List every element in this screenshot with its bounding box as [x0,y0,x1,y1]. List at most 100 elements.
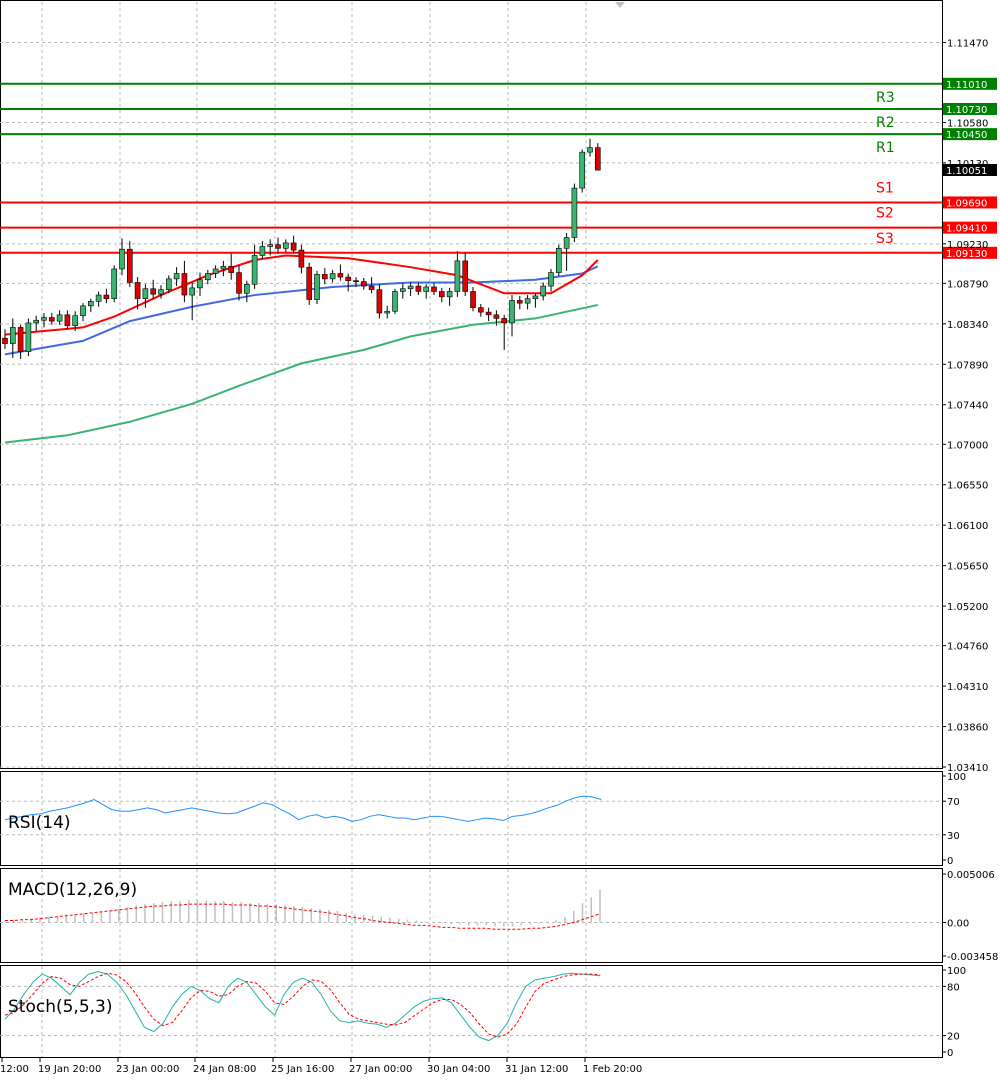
candle-bull [95,294,102,302]
level-label-r1: R1 [876,140,895,156]
candle-bull [423,286,430,292]
candle-bear [228,265,234,273]
time-tick-label: 12:00 [0,1064,29,1075]
candle-bull [244,283,250,294]
time-tick-label: 1 Feb 20:00 [583,1064,642,1075]
candle-bull [25,322,32,352]
candle-bear [17,327,24,352]
indicator-tick-label: 100 [947,772,966,783]
level-price-tag-r3 [943,77,997,90]
candle-bull [399,288,406,292]
candle-bear [501,318,508,324]
candle-bear [337,273,344,278]
candle-bear [360,281,367,287]
time-tick-label: 19 Jan 20:00 [38,1064,101,1075]
time-axis: 12:00 19 Jan 20:00 23 Jan 00:00 24 Jan 08:0… [0,1058,642,1075]
candle-bull [251,255,258,285]
pivot-levels: 1.11010 R3 1.10730 R2 1.10450 R1 1.09690 S1 1.09… [0,77,997,260]
candle-bear [470,291,476,308]
candle-bull [454,260,461,292]
macd-panel-frame [0,868,943,963]
level-label-s2: S2 [876,206,894,222]
candle-bull [329,273,336,280]
price-tick-label: 1.07890 [947,360,988,371]
price-tick-label: 1.03410 [947,763,988,774]
candle-bear [353,280,359,282]
candle-bull [173,273,180,280]
candle-bear [298,249,305,268]
main-panel-frame [0,0,943,769]
indicator-tick-label: -0.003458 [947,952,998,963]
candle-bull [259,246,266,256]
candle-bull [33,319,40,324]
price-tick-label: 1.10580 [947,118,988,129]
price-tick-label: 1.08790 [947,279,988,290]
candle-bear [236,272,242,294]
stoch-label: Stoch(5,5,3) [8,997,113,1017]
price-tick-label: 1.05200 [947,602,988,613]
indicator-tick-label: 100 [947,966,966,977]
time-tick-label: 23 Jan 00:00 [116,1064,179,1075]
candle-bear [103,294,110,299]
candle-bull [587,147,593,153]
candle-bull [407,285,414,290]
level-price-text-r2: 1.10730 [946,105,987,116]
rsi-indicator: 100 70 30 0 [0,772,966,867]
candle-bull [80,305,86,317]
candle-bear [431,286,437,292]
candle-bull [119,248,125,270]
level-price-tag-s1 [943,196,997,209]
level-price-text-s3: 1.09130 [946,249,987,260]
price-tick-label: 1.04760 [947,642,988,653]
candle-bear [368,285,375,290]
price-tick-label: 1.09230 [947,240,988,251]
indicator-tick-label: 0.00 [947,918,969,929]
candle-bull [197,279,203,289]
candle-bull [166,278,172,290]
candle-bear [485,311,492,316]
candle-bear [493,314,500,319]
level-label-s3: S3 [876,231,894,247]
candle-bear [306,266,313,300]
price-tick-label: 1.08340 [947,320,988,331]
candle-bull [189,287,195,296]
candle-bear [516,300,523,304]
price-tick-label: 1.03860 [947,723,988,734]
indicator-tick-label: 70 [947,797,960,808]
candle-bull [540,285,547,297]
candle-bull [10,327,16,344]
stochastic-indicator: 100 80 20 0 [0,966,966,1059]
candle-bull [509,300,515,324]
candle-bull [41,317,47,321]
candle-bear [127,248,133,283]
indicator-tick-label: 0.005006 [947,870,995,881]
candle-bull [532,295,539,299]
candle-bear [477,307,484,313]
candle-bull [446,291,453,298]
current-price-text: 1.10051 [946,166,987,177]
price-axis: 1.114701.105801.101301.092301.087901.083… [942,38,997,774]
grid-lines [0,2,942,1057]
time-tick-label: 24 Jan 08:00 [193,1064,256,1075]
candle-bear [376,289,383,314]
level-price-text-s1: 1.09690 [946,198,987,209]
candle-bear [48,317,55,322]
candle-bull [142,288,149,299]
scroll-marker-icon[interactable] [615,2,625,8]
candle-bull [72,315,78,326]
level-price-tag-r2 [943,102,997,115]
macd-label: MACD(12,26,9) [8,880,137,900]
time-tick-label: 25 Jan 16:00 [271,1064,334,1075]
candle-bull [392,291,398,312]
time-tick-label: 30 Jan 04:00 [427,1064,490,1075]
price-tick-label: 1.11470 [947,38,988,49]
candle-bear [290,242,297,251]
candle-bear [150,288,156,295]
indicator-tick-label: 0 [947,856,953,867]
level-price-text-r1: 1.10450 [946,130,987,141]
candle-bull [563,237,570,249]
candle-bull [111,268,117,299]
level-price-text-s2: 1.09410 [946,224,987,235]
